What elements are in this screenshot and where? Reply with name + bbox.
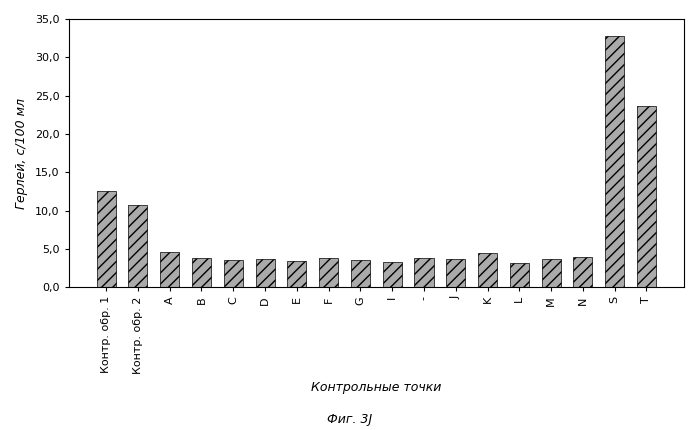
Bar — [192, 258, 211, 287]
Bar — [446, 259, 466, 287]
Y-axis label: Герлей, с/100 мл: Герлей, с/100 мл — [15, 98, 28, 209]
Bar — [637, 106, 656, 287]
Bar — [382, 262, 402, 287]
Bar — [129, 205, 147, 287]
Bar — [160, 252, 179, 287]
Bar — [351, 260, 370, 287]
Bar — [415, 258, 433, 287]
Bar — [605, 36, 624, 287]
Bar — [96, 191, 115, 287]
Bar — [224, 260, 243, 287]
Bar — [319, 258, 338, 287]
Bar — [510, 263, 529, 287]
Bar — [573, 257, 593, 287]
Bar — [478, 253, 497, 287]
Text: Фиг. 3J: Фиг. 3J — [327, 413, 372, 426]
X-axis label: Контрольные точки: Контрольные точки — [311, 381, 442, 393]
Bar — [542, 259, 561, 287]
Bar — [256, 259, 275, 287]
Bar — [287, 261, 306, 287]
